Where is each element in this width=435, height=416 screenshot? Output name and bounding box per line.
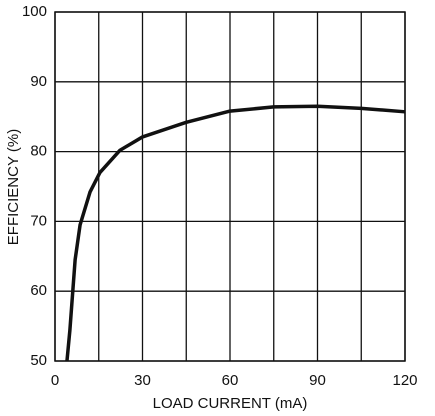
y-tick-label: 90 (30, 73, 47, 90)
x-tick-label: 90 (309, 372, 326, 389)
y-tick-label: 50 (30, 352, 47, 369)
y-tick-label: 70 (30, 212, 47, 229)
line (65, 104, 406, 362)
x-tick-label: 120 (392, 372, 417, 389)
plot-frame (54, 11, 406, 362)
x-axis-label: LOAD CURRENT (mA) (153, 395, 308, 412)
y-tick-label: 80 (30, 143, 47, 160)
x-tick-label: 60 (222, 372, 239, 389)
x-tick-label: 30 (134, 372, 151, 389)
y-tick-label: 60 (30, 282, 47, 299)
y-tick-label: 100 (22, 3, 47, 20)
y-axis-label: EFFICIENCY (%) (5, 129, 22, 245)
x-tick-label: 0 (51, 372, 59, 389)
